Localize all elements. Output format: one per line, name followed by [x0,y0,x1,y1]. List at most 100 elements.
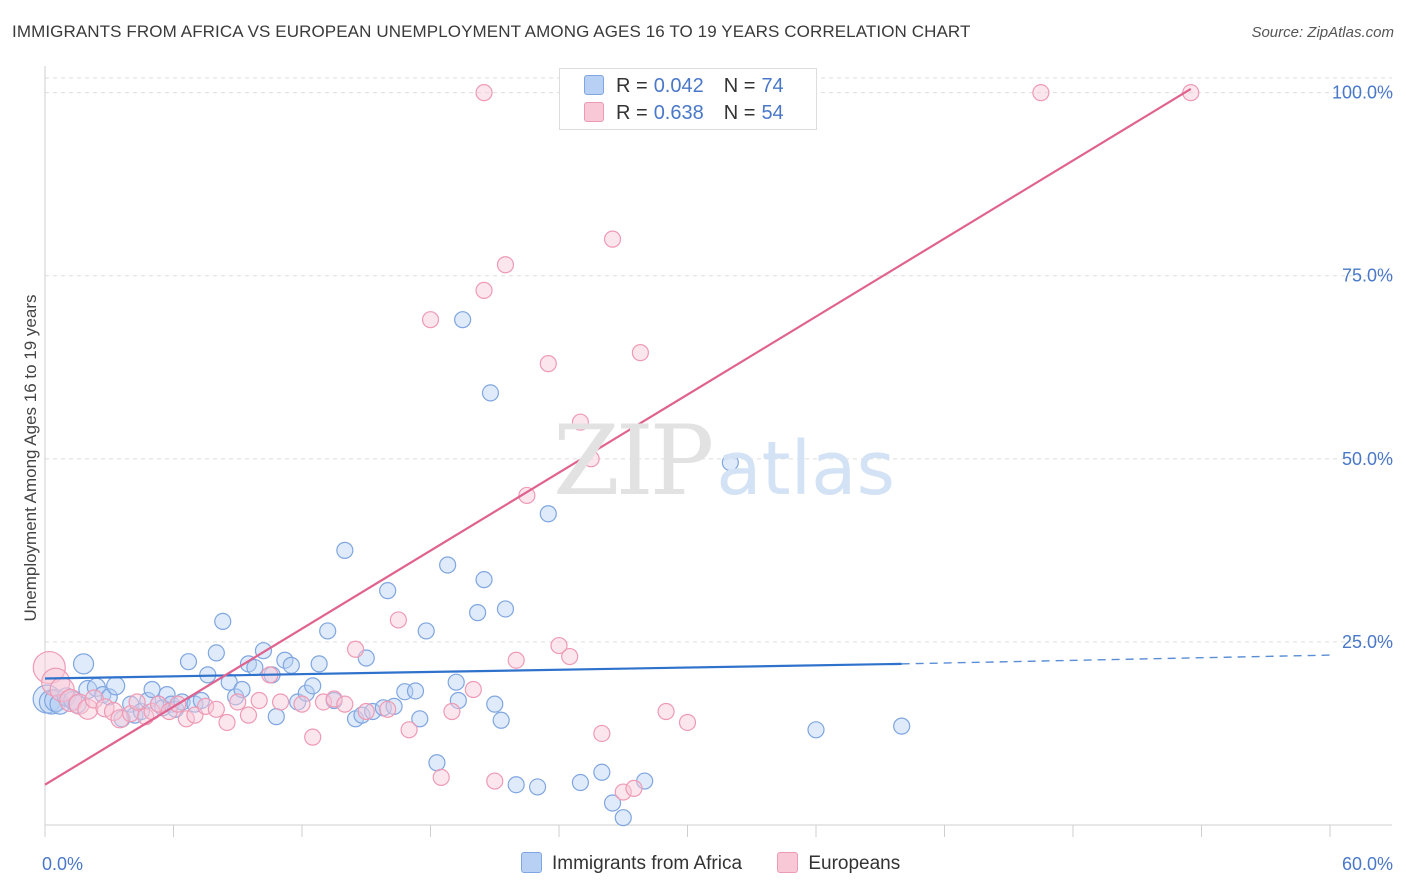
stats-legend: R = 0.042 N = 74 R = 0.638 N = 54 [559,68,817,130]
europe-point-51 [593,724,611,743]
africa-point-76 [614,809,632,827]
africa-point-63 [454,311,472,329]
r-value: 0.042 [653,75,704,97]
series-africa-points [32,311,911,827]
africa-point-51 [364,702,382,721]
africa-point-70 [507,776,525,794]
europe-point-53 [614,783,632,801]
europe-point-37 [421,311,440,329]
africa-legend-swatch [521,852,542,873]
africa-swatch [584,75,604,95]
africa-point-18 [143,680,161,699]
europe-point-17 [177,710,195,728]
africa-point-45 [319,622,337,640]
chart-title: IMMIGRANTS FROM AFRICA VS EUROPEAN UNEMP… [12,22,971,41]
legend-item-africa[interactable]: Immigrants from Africa [521,852,742,875]
watermark-atlas: atlas [716,426,896,512]
europe-point-31 [336,695,354,713]
europe-point-54 [625,779,643,797]
africa-point-75 [603,794,622,812]
legend-item-europe[interactable]: Europeans [777,852,900,875]
africa-point-64 [469,604,487,622]
africa-point-66 [481,384,500,402]
europe-point-44 [507,651,525,669]
europe-point-34 [379,700,397,718]
africa-point-74 [593,763,611,781]
europe-point-1 [41,667,71,697]
europe-point-35 [389,611,407,629]
legend-label-europe: Europeans [808,853,901,874]
watermark: ZIPatlas [553,405,895,517]
europe-point-42 [486,772,504,790]
trend-line-africa [44,662,902,680]
europe-point-46 [539,355,557,373]
africa-point-80 [893,717,911,735]
europe-point-28 [304,728,322,746]
africa-point-56 [406,682,425,700]
europe-point-40 [464,680,482,699]
y-tick-label-2: 75.0% [1342,266,1393,286]
legend-label-africa: Immigrants from Africa [552,853,743,874]
n-value: 74 [761,75,784,97]
europe-point-41 [475,281,493,299]
series-europe-points [32,84,1200,801]
europe-point-33 [357,702,375,721]
y-tick-label-3: 100.0% [1332,83,1393,103]
europe-point-47 [550,636,568,655]
europe-point-43 [496,256,515,274]
y-tick-label-0: 25.0% [1342,632,1393,652]
n-label: N = [723,102,756,124]
africa-point-12 [106,676,126,696]
trend-line-europe [44,88,1192,786]
y-tick-label-1: 50.0% [1342,449,1393,469]
r-label: R = [616,102,648,124]
africa-point-44 [310,655,328,673]
africa-point-53 [379,582,397,600]
n-label: N = [723,75,756,97]
europe-point-9 [110,709,130,729]
x-tick-label-min: 0.0% [42,854,83,874]
stats-row-europe: R = 0.638 N = 54 [584,102,784,128]
europe-point-24 [250,691,268,710]
africa-point-79 [807,721,825,739]
africa-point-72 [539,505,557,523]
africa-point-78 [721,453,739,472]
europe-point-11 [128,693,146,711]
europe-point-49 [571,413,590,431]
watermark-zip: ZIP [553,405,714,517]
europe-point-23 [239,706,258,724]
europe-swatch [584,102,604,122]
africa-point-29 [207,644,225,662]
europe-point-39 [443,702,461,721]
europe-point-29 [314,693,333,711]
n-value: 54 [761,102,784,124]
africa-point-69 [496,600,515,618]
europe-point-55 [631,344,649,362]
africa-point-40 [282,656,300,674]
africa-point-21 [158,686,176,704]
source-label: Source: ZipAtlas.com [1251,24,1394,41]
africa-point-57 [411,710,429,728]
africa-point-73 [571,773,590,792]
africa-point-25 [179,653,198,671]
africa-point-71 [528,778,547,796]
y-axis-label: Unemployment Among Ages 16 to 19 years [21,295,40,622]
africa-point-60 [439,556,457,574]
europe-point-57 [678,713,697,732]
europe-point-5 [77,698,99,720]
europe-point-30 [325,690,343,708]
europe-point-56 [657,702,675,721]
stats-row-africa: R = 0.042 N = 74 [584,75,784,101]
europe-point-38 [432,768,450,786]
africa-point-65 [475,571,493,589]
africa-point-59 [428,754,446,772]
x-tick-label-max: 60.0% [1342,854,1393,874]
africa-point-7 [72,653,95,675]
africa-point-43 [304,677,322,695]
africa-point-62 [449,691,467,710]
axis-labels: 25.0% 50.0% 75.0% 100.0% 0.0% 60.0% Unemployme… [21,83,1393,874]
europe-point-26 [271,693,290,711]
africa-point-47 [336,541,354,559]
africa-point-30 [214,612,232,631]
